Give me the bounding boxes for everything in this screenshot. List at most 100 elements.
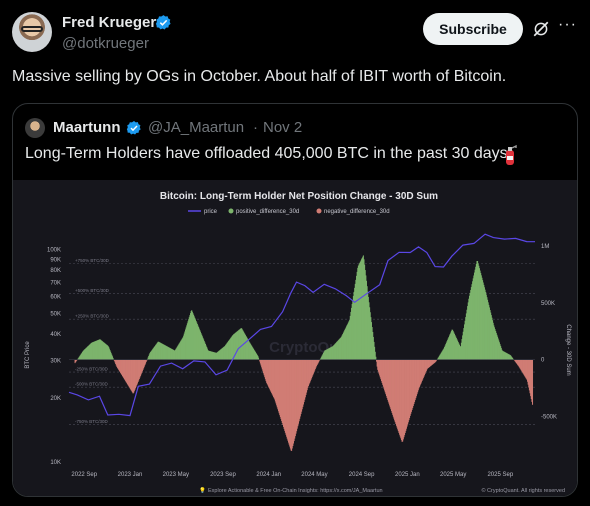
positive-bar [336,342,338,360]
quoted-separator: · [253,119,258,136]
left-tick-label: 50K [50,312,61,318]
x-tick-label: 2023 Sep [210,472,236,478]
negative-bar [421,359,423,382]
quoted-author-avatar[interactable] [25,118,45,138]
positive-bar [175,348,177,360]
negative-bar [133,359,135,393]
positive-bar [223,347,225,360]
negative-bar [128,359,130,387]
positive-bar [468,298,470,360]
positive-bar [183,335,185,360]
negative-bar [264,359,266,378]
negative-bar [272,359,274,396]
negative-bar [430,359,432,366]
positive-bar [232,334,234,360]
positive-bar [148,355,150,360]
subscribe-button[interactable]: Subscribe [423,13,523,45]
positive-bar [103,342,105,360]
positive-bar [150,351,152,360]
negative-bar [266,359,268,385]
positive-bar [322,354,324,360]
negative-bar [121,359,123,376]
negative-bar [288,359,290,445]
positive-bar [501,349,503,360]
positive-bar [463,328,465,360]
positive-bar [359,261,361,360]
positive-bar [90,343,92,360]
positive-bar [347,323,349,360]
positive-bar [206,347,208,360]
positive-bar [216,352,218,360]
negative-bar [433,359,435,364]
positive-bar [111,354,113,360]
negative-bar [402,359,404,442]
positive-bar [332,346,334,360]
author-avatar[interactable] [12,12,52,52]
negative-bar [269,359,271,391]
negative-bar [295,359,297,434]
positive-bar [91,342,93,360]
negative-bar [303,359,305,403]
positive-bar [359,263,361,360]
negative-bar [123,359,125,379]
positive-bar [110,351,112,360]
negative-bar [418,359,420,389]
positive-bar [151,349,153,360]
avatar-glasses [21,26,43,32]
positive-bar [475,263,477,360]
quoted-date: Nov 2 [263,119,303,136]
positive-bar [353,291,355,360]
author-handle[interactable]: @dotkrueger [62,35,149,52]
positive-bar [226,342,228,360]
negative-bar [279,359,281,418]
positive-bar [215,352,217,360]
positive-bar [440,352,442,360]
negative-bar [286,359,288,439]
positive-bar [165,345,167,360]
author-name[interactable]: Fred Krueger [62,14,157,31]
positive-bar [153,347,155,360]
positive-bar [347,322,349,360]
negative-bar [527,359,529,385]
right-tick-label: -500K [541,415,557,421]
positive-bar [354,283,356,360]
positive-bar [487,299,489,360]
right-tick-label: 0 [541,358,545,364]
negative-bar [524,359,526,377]
quoted-tweet-card[interactable]: Maartunn @JA_Maartun · Nov 2 Long-Term H… [12,103,578,497]
positive-bar [229,339,231,360]
reference-line-label: +500% BTC/30D [75,288,110,293]
positive-bar [153,346,155,360]
positive-bar [346,325,348,360]
positive-bar [472,278,474,360]
negative-bar [284,359,286,433]
negative-bar [388,359,390,404]
reference-line-label: +750% BTC/30D [75,258,110,263]
positive-bar [249,342,251,360]
negative-bar [411,359,413,410]
positive-bar [163,344,165,360]
positive-bar [179,342,181,360]
negative-bar [395,359,397,424]
negative-bar [304,359,306,398]
positive-bar [352,299,354,360]
negative-bar [390,359,392,410]
more-icon[interactable]: ··· [558,16,577,33]
chart-image[interactable]: Bitcoin: Long-Term Holder Net Position C… [13,180,577,496]
positive-bar [251,346,253,360]
positive-bar [224,346,226,360]
positive-bar [87,346,89,360]
left-tick-label: 40K [50,332,61,338]
positive-bar [364,270,366,360]
positive-bar [449,335,451,360]
grok-icon[interactable] [532,20,550,38]
positive-bar [468,295,470,360]
positive-bar [201,334,203,360]
negative-bar [434,359,436,363]
negative-bar [425,359,427,373]
positive-bar [350,311,352,360]
positive-bar [365,275,367,360]
negative-bar [281,359,283,422]
positive-bar [230,337,232,360]
negative-bar [375,359,377,362]
